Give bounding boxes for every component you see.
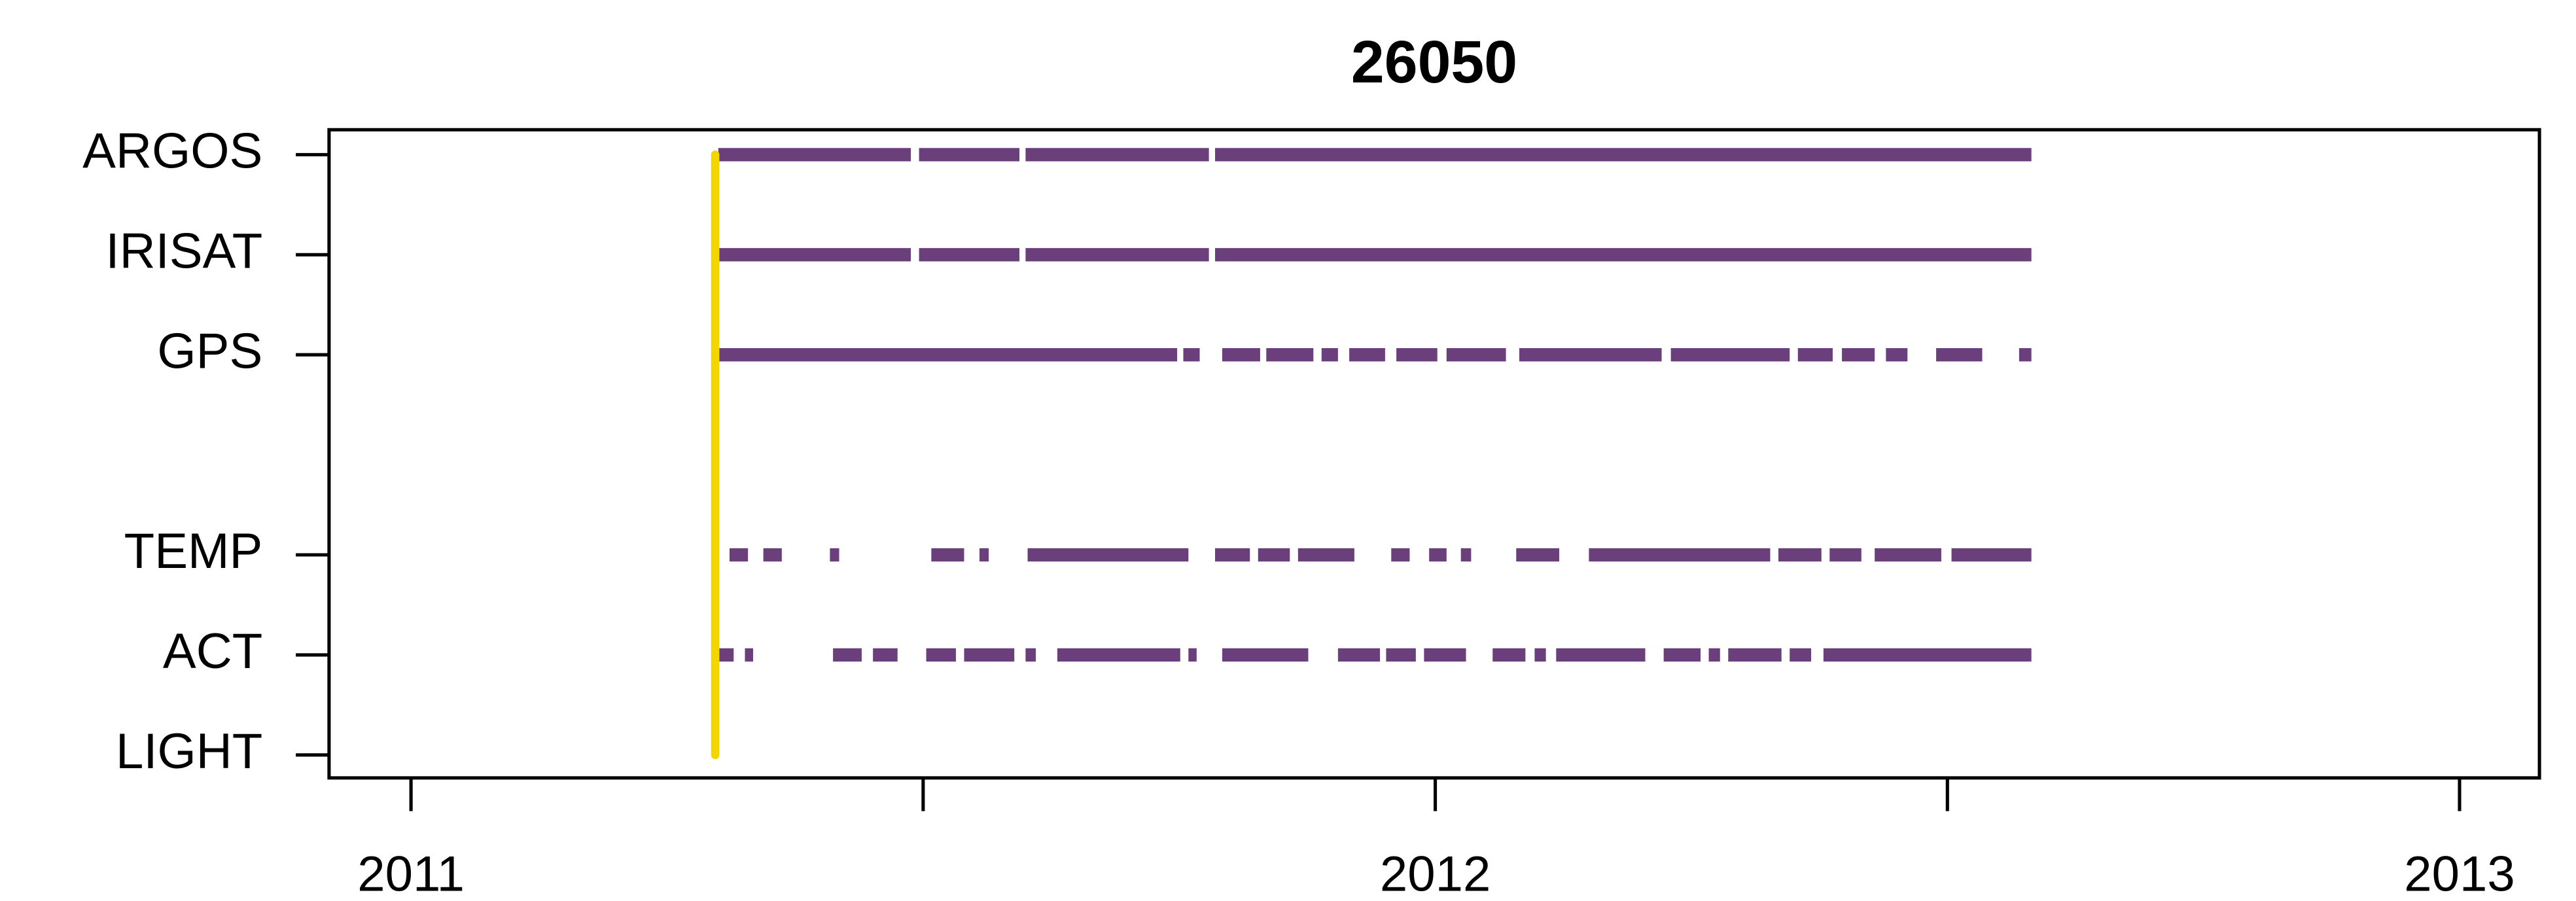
data-segment <box>1589 548 1771 562</box>
data-segment <box>1396 348 1438 362</box>
data-segment <box>1951 548 2032 562</box>
data-segment <box>1424 648 1466 662</box>
data-segment <box>1460 548 1472 562</box>
data-segment <box>926 648 956 662</box>
y-tick-label: ARGOS <box>82 124 262 179</box>
data-segment <box>730 548 749 562</box>
data-segment <box>1556 648 1646 662</box>
data-segment <box>1829 548 1861 562</box>
data-segment <box>1797 348 1833 362</box>
data-segment <box>718 348 1178 362</box>
data-segment <box>1266 348 1314 362</box>
data-segment <box>718 148 911 162</box>
data-segment <box>763 548 782 562</box>
data-segment <box>1778 548 1822 562</box>
data-segment <box>1321 348 1338 362</box>
data-segment <box>1258 548 1290 562</box>
data-segment <box>1222 348 1260 362</box>
y-tick-label: LIGHT <box>116 724 262 779</box>
chart-title: 26050 <box>1351 29 1517 96</box>
data-segment <box>1728 648 1782 662</box>
data-segment <box>1025 248 1209 262</box>
y-tick-label: TEMP <box>124 523 263 579</box>
data-segment <box>1823 648 2032 662</box>
data-segment <box>830 548 839 562</box>
data-segment <box>1297 548 1354 562</box>
x-tick-label: 2013 <box>2404 846 2515 901</box>
data-segment <box>833 648 862 662</box>
data-segment <box>931 548 964 562</box>
data-segment <box>1534 648 1546 662</box>
data-segment <box>919 148 1020 162</box>
y-tick-label: GPS <box>157 323 262 379</box>
data-segment <box>1886 348 1908 362</box>
data-segment <box>1222 648 1309 662</box>
data-segment <box>1429 548 1447 562</box>
data-segment <box>1391 548 1410 562</box>
data-segment <box>964 648 1015 662</box>
data-segment <box>2019 348 2032 362</box>
data-segment <box>1337 648 1381 662</box>
data-segment <box>1027 548 1189 562</box>
data-segment <box>1492 648 1526 662</box>
data-segment <box>1519 348 1662 362</box>
x-tick-label: 2012 <box>1380 846 1491 901</box>
data-segment <box>1025 148 1209 162</box>
data-segment <box>1349 348 1385 362</box>
data-segment <box>1446 348 1506 362</box>
y-tick-label: ACT <box>163 624 262 679</box>
data-segment <box>1842 348 1875 362</box>
data-segment <box>1516 548 1560 562</box>
data-segment <box>1875 548 1941 562</box>
data-segment <box>1215 248 2032 262</box>
data-segment <box>1670 348 1790 362</box>
data-segment <box>1936 348 1983 362</box>
data-segment <box>919 248 1020 262</box>
data-segment <box>1215 148 2032 162</box>
data-segment <box>1708 648 1720 662</box>
data-segment <box>1215 548 1250 562</box>
data-segment <box>1790 648 1812 662</box>
data-segment <box>1663 648 1701 662</box>
data-segment <box>873 648 898 662</box>
data-segment <box>745 648 754 662</box>
data-segment <box>718 648 734 662</box>
y-tick-label: IRISAT <box>105 223 262 279</box>
x-tick-label: 2011 <box>357 846 465 901</box>
data-segment <box>1025 648 1036 662</box>
data-segment <box>718 248 911 262</box>
data-segment <box>1183 348 1200 362</box>
data-segment <box>979 548 989 562</box>
data-segment <box>1386 648 1416 662</box>
data-segment <box>1057 648 1180 662</box>
data-segment <box>1188 648 1197 662</box>
